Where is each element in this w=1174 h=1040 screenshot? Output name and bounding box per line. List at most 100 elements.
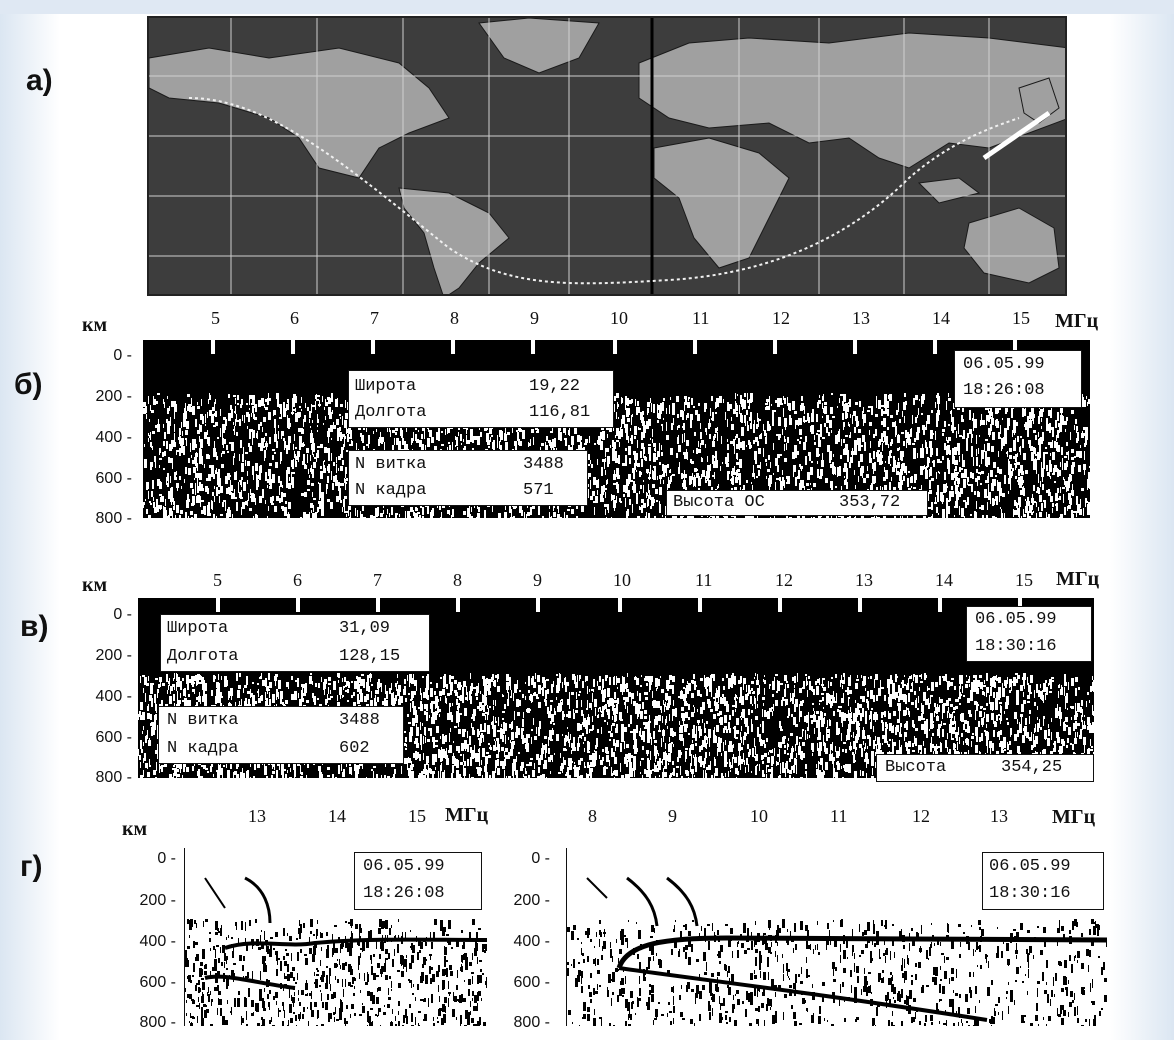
freq-tick-label: 15 (408, 806, 426, 826)
depth-tick-label: 0 - (531, 850, 550, 867)
freq-tick-label: 8 (588, 806, 597, 826)
freq-tick-label: 12 (772, 308, 790, 328)
freq-tick-label: 7 (373, 570, 382, 590)
depth-tick-label: 800 - (95, 769, 132, 786)
date-g-right: 06.05.99 (989, 857, 1071, 876)
km-unit-v: км (82, 574, 108, 596)
mhz-unit-g-left: МГц (445, 804, 489, 826)
depth-tick-label: 0 - (113, 606, 132, 623)
freq-tick-label: 10 (610, 308, 628, 328)
freq-tick-label: 14 (328, 806, 346, 826)
height-label-v: Высота (885, 758, 947, 777)
time-v: 18:30:16 (975, 637, 1057, 656)
panel-label-v: в) (20, 610, 49, 643)
freq-tick-label: 11 (692, 308, 710, 328)
depth-tick-label: 0 - (113, 347, 132, 364)
depth-tick-label: 0 - (157, 850, 176, 867)
km-unit-g: км (122, 818, 148, 840)
orbit-value-v: 3488 (339, 711, 380, 730)
frame-value-v: 602 (339, 739, 370, 758)
freq-tick-label: 10 (750, 806, 768, 826)
ionogram-g-left-trace (185, 876, 487, 1026)
orbit-label-v: N витка (167, 711, 239, 730)
freq-tick-label: 14 (935, 570, 953, 590)
freq-tick-label: 5 (213, 570, 222, 590)
freq-tick-label: 11 (830, 806, 848, 826)
depth-tick-label: 400 - (513, 933, 550, 950)
km-unit-b: км (82, 314, 108, 336)
orbit-label-b: N витка (355, 455, 427, 474)
date-v: 06.05.99 (975, 610, 1057, 629)
time-b: 18:26:08 (963, 381, 1045, 400)
ionogram-g-right-trace (567, 876, 1107, 1026)
depth-tick-label: 200 - (95, 647, 132, 664)
freq-tick-label: 8 (450, 308, 459, 328)
freq-tick-label: 11 (695, 570, 713, 590)
datetime-box-v: 06.05.99 18:30:16 (966, 606, 1092, 662)
time-g-right: 18:30:16 (989, 884, 1071, 903)
height-label-b: Высота ОС (673, 493, 765, 512)
freq-tick-label: 15 (1012, 308, 1030, 328)
height-value-b: 353,72 (839, 493, 901, 512)
freq-tick-label: 9 (668, 806, 677, 826)
ionogram-g-right (566, 848, 1107, 1026)
lat-value-b: 19,22 (529, 377, 581, 396)
lon-label-b: Долгота (355, 403, 427, 422)
depth-tick-label: 400 - (95, 688, 132, 705)
frame-label-b: N кадра (355, 481, 427, 500)
depth-tick-label: 600 - (139, 974, 176, 991)
panel-label-b: б) (14, 368, 43, 401)
lat-label-v: Широта (167, 619, 229, 638)
datetime-box-g-right: 06.05.99 18:30:16 (982, 852, 1104, 910)
world-map-graphic (149, 18, 1065, 294)
freq-tick-label: 13 (855, 570, 873, 590)
orbit-value-b: 3488 (523, 455, 564, 474)
height-value-v: 354,25 (1001, 758, 1063, 777)
freq-tick-label: 13 (248, 806, 266, 826)
freq-tick-label: 7 (370, 308, 379, 328)
lon-label-v: Долгота (167, 647, 239, 666)
lon-value-v: 128,15 (339, 647, 401, 666)
lat-value-v: 31,09 (339, 619, 391, 638)
freq-tick-label: 14 (932, 308, 950, 328)
date-b: 06.05.99 (963, 355, 1045, 374)
datetime-box-g-left: 06.05.99 18:26:08 (354, 852, 482, 910)
height-box-v: Высота 354,25 (876, 754, 1094, 782)
depth-tick-label: 400 - (139, 933, 176, 950)
depth-tick-label: 800 - (95, 510, 132, 527)
coords-box-b: Широта 19,22 Долгота 116,81 (348, 370, 614, 428)
freq-tick-label: 6 (290, 308, 299, 328)
ionogram-b (143, 340, 1090, 518)
freq-tick-label: 9 (530, 308, 539, 328)
freq-tick-label: 8 (453, 570, 462, 590)
frame-value-b: 571 (523, 481, 554, 500)
freq-tick-label: 15 (1015, 570, 1033, 590)
mhz-unit-v: МГц (1056, 568, 1100, 590)
depth-tick-label: 600 - (513, 974, 550, 991)
panel-label-g: г) (20, 850, 43, 883)
lon-value-b: 116,81 (529, 403, 591, 422)
freq-tick-label: 13 (852, 308, 870, 328)
depth-tick-label: 200 - (513, 892, 550, 909)
depth-tick-label: 600 - (95, 470, 132, 487)
lat-label-b: Широта (355, 377, 417, 396)
depth-tick-label: 600 - (95, 729, 132, 746)
orbit-box-b: N витка 3488 N кадра 571 (348, 450, 588, 506)
height-box-b: Высота ОС 353,72 (666, 490, 928, 516)
datetime-box-b: 06.05.99 18:26:08 (954, 350, 1082, 408)
mhz-unit-b: МГц (1055, 310, 1099, 332)
depth-tick-label: 200 - (95, 388, 132, 405)
panel-label-a: а) (26, 64, 53, 97)
date-g-left: 06.05.99 (363, 857, 445, 876)
coords-box-v: Широта 31,09 Долгота 128,15 (160, 614, 430, 672)
mhz-unit-g-right: МГц (1052, 806, 1096, 828)
freq-tick-label: 12 (775, 570, 793, 590)
depth-tick-label: 200 - (139, 892, 176, 909)
freq-tick-label: 13 (990, 806, 1008, 826)
orbit-box-v: N витка 3488 N кадра 602 (158, 706, 404, 764)
depth-tick-label: 800 - (513, 1014, 550, 1031)
world-map (147, 16, 1067, 296)
freq-tick-label: 5 (211, 308, 220, 328)
freq-tick-label: 12 (912, 806, 930, 826)
time-g-left: 18:26:08 (363, 884, 445, 903)
